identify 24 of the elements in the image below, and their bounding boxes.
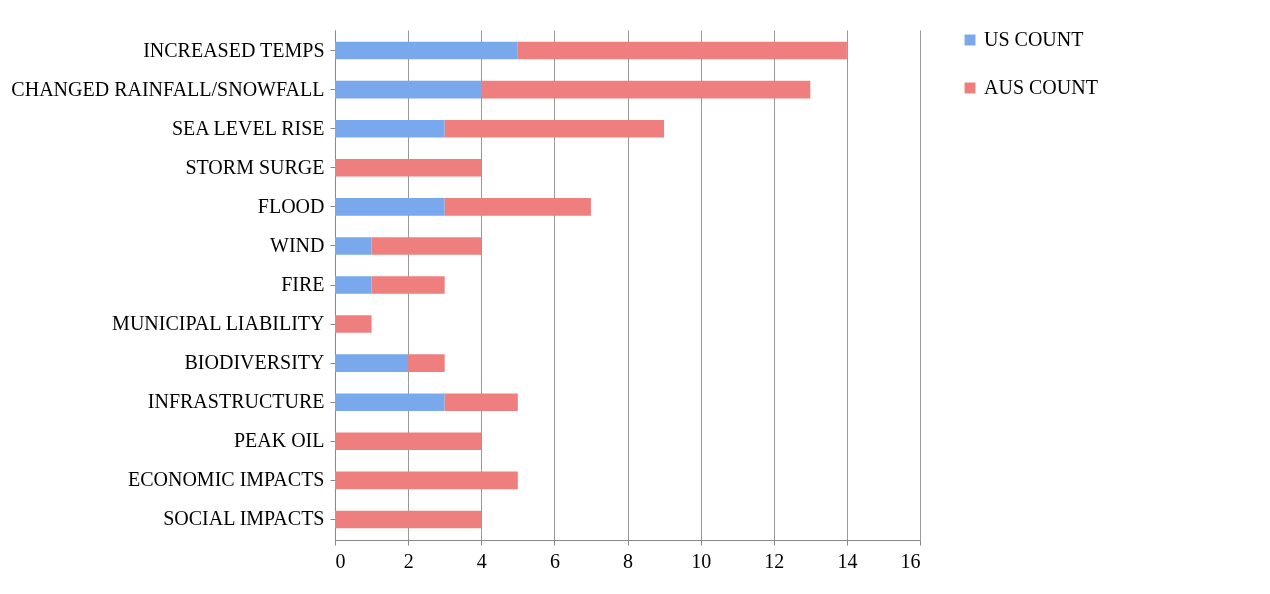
legend-label: AUS COUNT — [984, 76, 1098, 98]
x-tick-label: 6 — [549, 549, 560, 572]
x-tick-label: 14 — [837, 549, 858, 572]
y-tick-label: STORM SURGE — [185, 155, 325, 178]
y-tick-label: INCREASED TEMPS — [143, 38, 325, 61]
y-tick-label: PEAK OIL — [233, 429, 325, 452]
x-tick-label: 0 — [335, 549, 346, 572]
y-tick-label: MUNICIPAL LIABILITY — [112, 312, 325, 335]
x-tick-label: 4 — [476, 549, 487, 572]
y-tick-label: FIRE — [281, 273, 325, 295]
y-tick-label: WIND — [270, 233, 325, 256]
y-tick-label: BIODIVERSITY — [184, 351, 325, 374]
y-tick-label: CHANGED RAINFALL/SNOWFALL — [11, 77, 325, 100]
y-tick-label: SOCIAL IMPACTS — [163, 507, 325, 530]
x-tick-label: 8 — [623, 549, 633, 572]
x-tick-label: 10 — [691, 549, 712, 572]
y-tick-label: SEA LEVEL RISE — [171, 116, 325, 139]
x-tick-label: 16 — [900, 549, 921, 572]
x-tick-label: 12 — [764, 549, 785, 572]
x-tick-label: 2 — [403, 549, 414, 572]
y-tick-label: FLOOD — [257, 194, 325, 217]
y-tick-label: ECONOMIC IMPACTS — [127, 468, 325, 491]
y-tick-label: INFRASTRUCTURE — [147, 390, 325, 413]
legend-label: US COUNT — [984, 28, 1084, 50]
